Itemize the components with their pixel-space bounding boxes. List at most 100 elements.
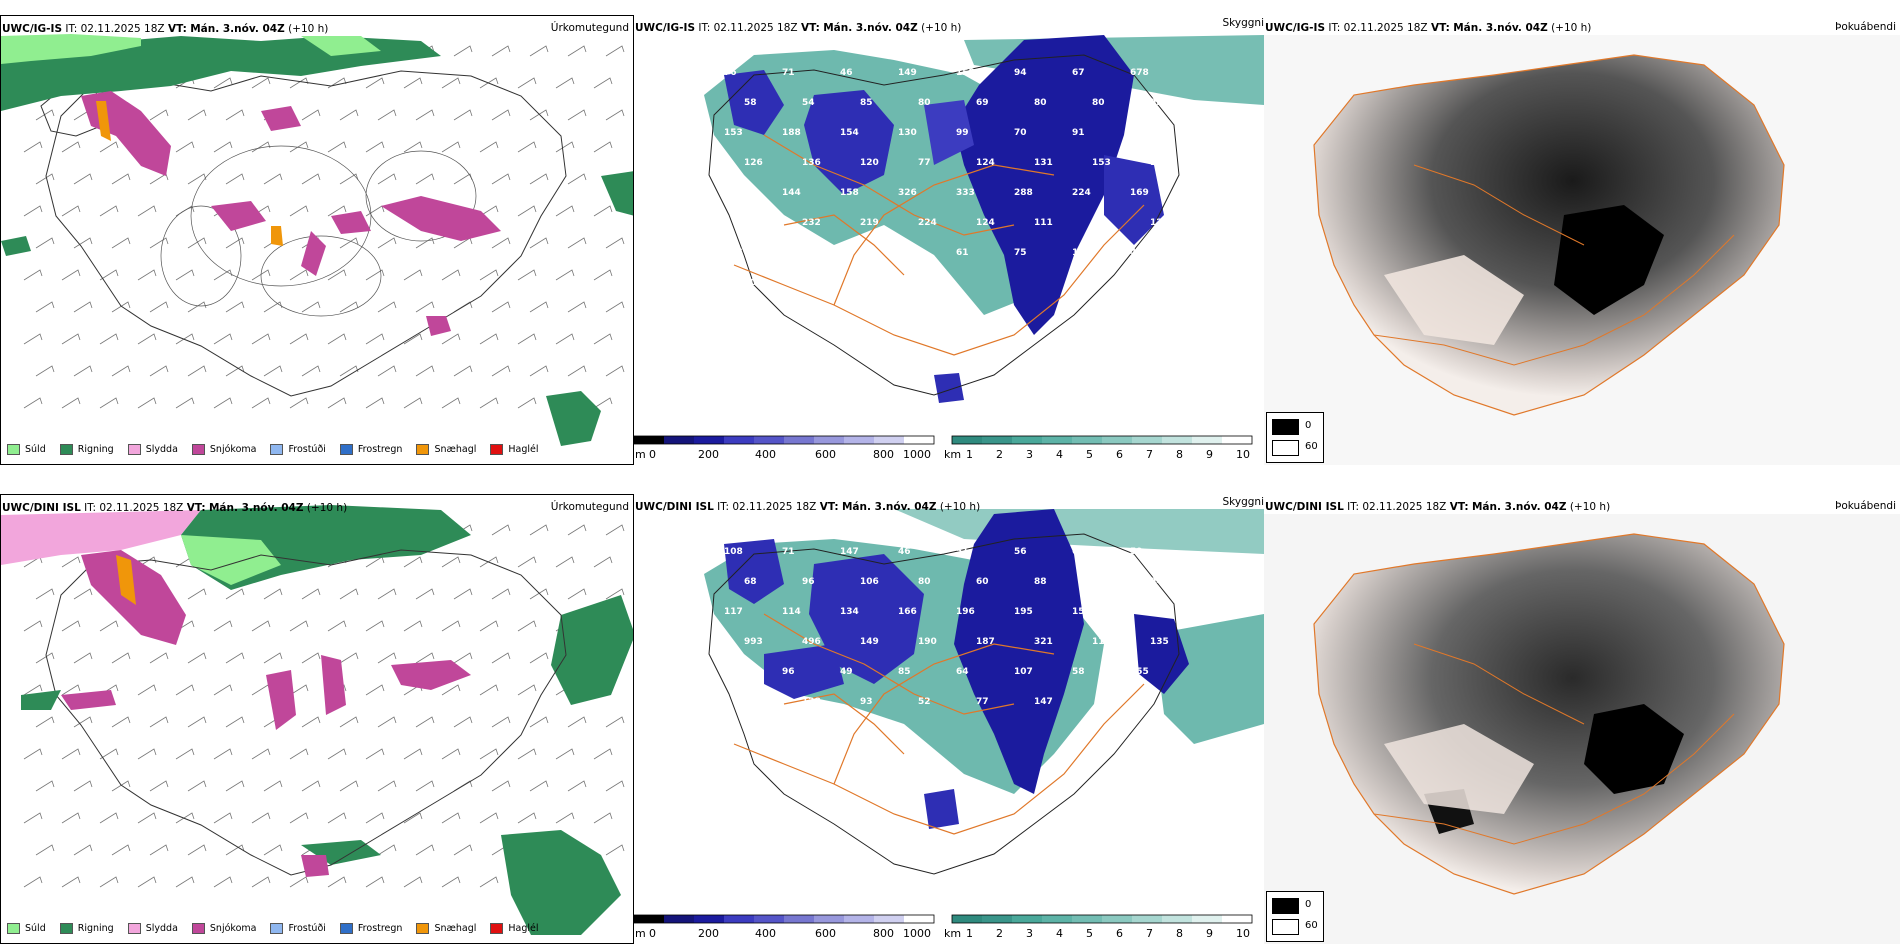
wind-barb <box>175 141 195 153</box>
legend-item: Slydda <box>127 444 178 455</box>
ceiling-value-label: 269 <box>744 218 763 228</box>
ceiling-value-label: 51 <box>956 547 969 557</box>
wind-barb <box>555 556 575 568</box>
legend-item: Snjókoma <box>191 444 256 455</box>
wind-barb <box>415 237 435 249</box>
wind-barb <box>479 205 499 217</box>
wind-barb <box>377 780 397 792</box>
wind-barb <box>491 780 511 792</box>
wind-barb <box>301 780 321 792</box>
panel-parameter: Þokuábendi <box>1835 500 1896 512</box>
wind-barb <box>529 524 549 536</box>
ceiling-value-label: 224 <box>1072 188 1091 198</box>
snow-area-6 <box>301 855 329 877</box>
ceiling-value-label: 91 <box>1072 128 1085 138</box>
wind-barb <box>491 524 511 536</box>
wind-barb <box>339 237 359 249</box>
ceiling-value-label: 108 <box>724 547 743 557</box>
visibility-scale-labels: km 1 2 3 4 5 6 7 8 9 10 <box>944 448 1250 461</box>
snow-area-3 <box>266 670 296 730</box>
wind-barb <box>605 588 625 600</box>
wind-barb <box>187 365 207 377</box>
wind-barb <box>149 109 169 121</box>
dark-fog-core <box>1584 704 1684 794</box>
ceiling-value-label: 149 <box>898 68 917 78</box>
wind-barb <box>213 620 233 632</box>
legend-swatch <box>191 444 205 455</box>
wind-barb <box>517 620 537 632</box>
ceiling-value-label: 185 <box>802 278 821 288</box>
iceland-outline <box>1313 533 1785 895</box>
wind-barb <box>301 588 321 600</box>
rain-area-e <box>601 171 633 216</box>
wind-barb <box>441 269 461 281</box>
wind-barb <box>529 173 549 185</box>
wind-barb <box>517 812 537 824</box>
ceiling-value-label: 124 <box>976 218 995 228</box>
ceiling-value-label: 187 <box>976 637 995 647</box>
wind-barb <box>529 652 549 664</box>
ceiling-value-label: 99 <box>956 128 969 138</box>
wind-barb <box>453 365 473 377</box>
ceiling-value-label: 93 <box>860 697 873 707</box>
wind-barb <box>99 620 119 632</box>
wind-barb <box>225 844 245 856</box>
ceiling-value-label: 58 <box>744 98 757 108</box>
ceiling-value-label: 232 <box>802 218 821 228</box>
cloud-base-map: 76 71 46 149 158 94 67 678 58 54 85 80 69 80 80 95 153 18… <box>704 35 1264 403</box>
wind-barb <box>403 556 423 568</box>
wind-barb <box>403 812 423 824</box>
wind-barb <box>441 876 461 888</box>
panel-title: UWC/IG-IS IT: 02.11.2025 18Z VT: Mán. 3.… <box>635 22 962 34</box>
wind-barb <box>61 812 81 824</box>
glacier-contours <box>160 145 477 317</box>
ceiling-value-label: 80 <box>918 98 931 108</box>
wind-barb <box>175 397 195 409</box>
ceiling-colorbar <box>634 435 1253 445</box>
fog-legend-bottom: 0 60 <box>1266 891 1324 942</box>
wind-barb <box>149 716 169 728</box>
wind-barb <box>403 748 423 760</box>
wind-barb <box>111 301 131 313</box>
wind-barb <box>567 716 587 728</box>
wind-barb <box>73 237 93 249</box>
wind-barb <box>529 365 549 377</box>
wind-barb <box>365 876 385 888</box>
wind-barb <box>99 205 119 217</box>
ceiling-value-label: 85 <box>860 98 873 108</box>
wind-barb <box>23 684 43 696</box>
wind-barb <box>301 301 321 313</box>
wind-barb <box>289 269 309 281</box>
wind-barb <box>111 716 131 728</box>
wind-barb <box>567 173 587 185</box>
ceiling-value-label: 190 <box>918 637 937 647</box>
wind-barb <box>61 620 81 632</box>
wind-barb <box>175 269 195 281</box>
wind-barb <box>517 269 537 281</box>
snow-area <box>81 91 171 176</box>
visibility-scale-labels: km 1 2 3 4 5 6 7 8 9 10 <box>944 927 1250 940</box>
wind-barb <box>187 844 207 856</box>
ceiling-value-label: 496 <box>802 637 821 647</box>
ceiling-value-label: 134 <box>840 607 859 617</box>
wind-barb <box>327 205 347 217</box>
wind-barb <box>517 397 537 409</box>
wind-barb <box>365 77 385 89</box>
ceiling-value-label: 60 <box>1072 547 1085 557</box>
value-labels: 108 71 147 46 51 56 60 59 68 96 106 80 60 88 85 94 117 11… <box>724 547 1169 707</box>
wind-barb <box>605 844 625 856</box>
wind-barb <box>377 109 397 121</box>
wind-barb <box>187 588 207 600</box>
ice-pellet-area <box>96 101 111 141</box>
ceiling-value-label: 94 <box>1150 577 1163 587</box>
wind-barb <box>251 812 271 824</box>
wind-barb <box>301 652 321 664</box>
legend-item: Snæhagl <box>416 923 476 934</box>
ceiling-area-6 <box>934 373 964 403</box>
snow-area-7 <box>331 211 371 234</box>
wind-barb <box>289 876 309 888</box>
wind-barb <box>327 620 347 632</box>
roads <box>1373 164 1735 366</box>
ceiling-value-label: 112 <box>1072 248 1091 258</box>
wind-barb <box>61 876 81 888</box>
